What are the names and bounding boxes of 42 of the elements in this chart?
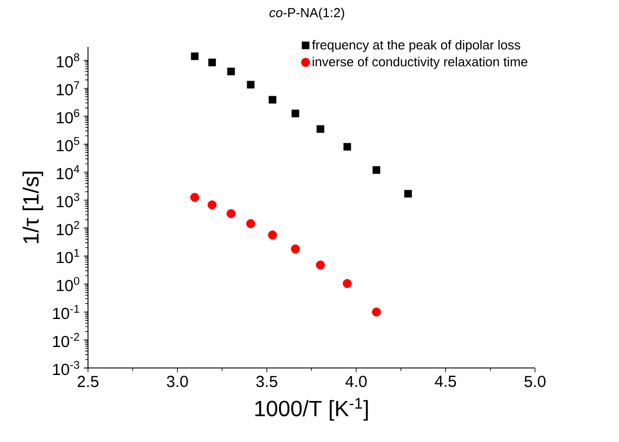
x-tick-label: 2.5 [78, 376, 98, 388]
point [316, 125, 324, 133]
point [208, 200, 217, 210]
chart-title: co-P-NA(1:2) [270, 8, 344, 20]
y-tick-label: 10$^{5}$ [56, 137, 80, 152]
x-tick-label: 4.0 [345, 376, 367, 388]
x-tick-label: 3.0 [166, 376, 188, 388]
point [372, 166, 380, 174]
point [404, 190, 412, 198]
y-tick-label: 10$^{-3}$ [53, 360, 80, 376]
point [292, 110, 300, 118]
legend-label: frequency at the peak of dipolar loss [312, 40, 520, 52]
x-tick-label: 4.5 [434, 376, 456, 387]
y-tick-label: 10$^{-2}$ [53, 332, 80, 348]
point [227, 68, 235, 76]
legend-label: inverse of conductivity relaxation time [312, 56, 528, 69]
y-tick-label: 10$^{3}$ [56, 193, 80, 208]
point [342, 278, 352, 288]
point [268, 230, 278, 240]
point [268, 96, 276, 104]
y-tick-label: 10$^{0}$ [56, 276, 80, 292]
point [190, 52, 199, 60]
point [246, 219, 256, 228]
point [316, 260, 325, 270]
y-tick-label: 10$^{2}$ [56, 221, 80, 236]
y-tick-label: 10$^{4}$ [56, 165, 80, 180]
point [226, 209, 236, 218]
point [290, 244, 300, 254]
y-tick-label: 10$^{7}$ [56, 81, 80, 96]
x-axis-title: 1000/T [K$^{-1}$] [255, 398, 368, 421]
point [246, 80, 255, 88]
y-axis-title: 1/τ [1/s] [22, 172, 44, 244]
x-tick-label: 5.0 [524, 376, 546, 388]
point [343, 143, 352, 151]
point [190, 192, 200, 202]
y-tick-label: 10$^{6}$ [56, 109, 80, 124]
y-tick-label: 10$^{-1}$ [53, 304, 80, 320]
y-tick-label: 10$^{1}$ [56, 249, 80, 264]
point [372, 308, 381, 317]
point [208, 58, 216, 66]
y-tick-label: 10$^{8}$ [56, 53, 80, 68]
x-tick-label: 3.5 [256, 376, 278, 388]
